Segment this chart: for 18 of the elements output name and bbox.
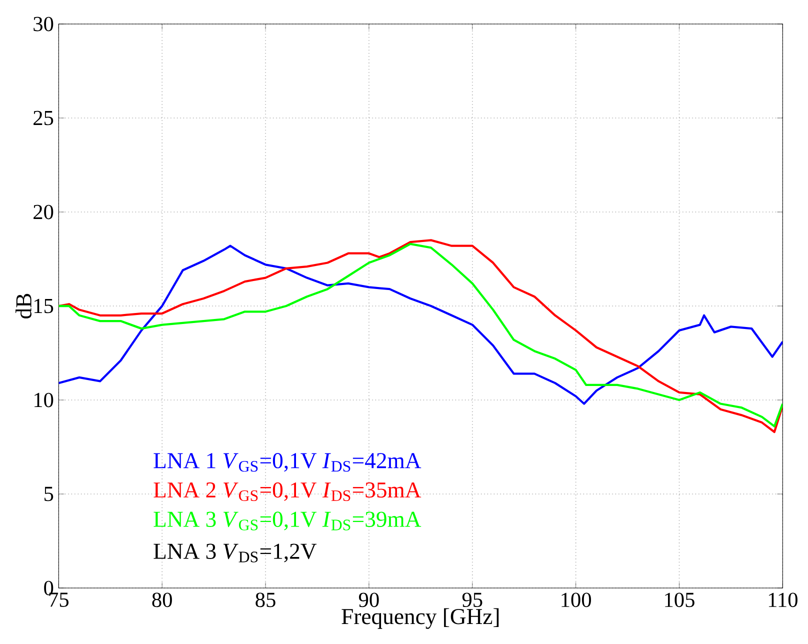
y-axis-title: dB [16, 294, 32, 318]
x-tick-label: 80 [152, 592, 172, 608]
y-tick-label: 30 [34, 16, 54, 32]
annotation: LNA 3 V$_{DS}$=1,2V [154, 544, 317, 562]
x-tick-label: 95 [462, 592, 482, 608]
y-tick-label: 15 [34, 298, 54, 314]
x-tick-label: 85 [256, 592, 276, 608]
y-tick-label: 10 [34, 392, 54, 408]
text: LNA 3 V$_{GS}$=0,1V I$_{DS}$=39mA [154, 512, 422, 530]
y-tick-label: 5 [44, 486, 54, 502]
x-tick-label: 90 [358, 592, 379, 608]
x-tick-label: 100 [562, 592, 591, 608]
x-tick-label: 105 [665, 592, 694, 608]
x-axis-title: Frequency [GHz] [342, 608, 499, 629]
text: LNA 2 V$_{GS}$=0,1V I$_{DS}$=35mA [154, 482, 422, 502]
y-tick-label: 25 [34, 110, 54, 126]
y-tick-label: 20 [34, 204, 54, 220]
x-tick-label: 110 [768, 592, 798, 608]
